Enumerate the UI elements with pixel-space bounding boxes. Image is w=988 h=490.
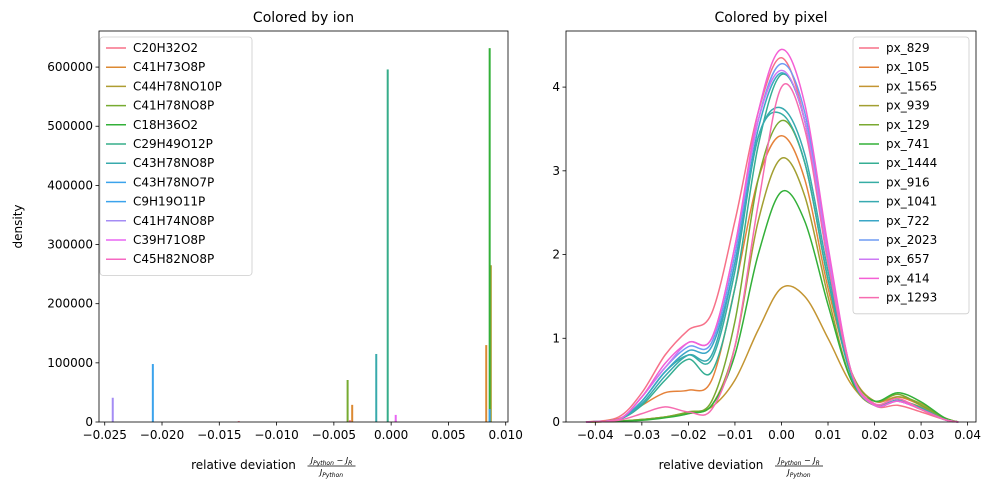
x-tick-label: 0.04 [954,428,981,442]
y-axis-label: density [11,205,25,249]
ion-histogram-panel: Colored by ion −0.025 −0.020 −0.015 −0.010 −0… [11,10,523,479]
legend-label: px_1293 [886,291,937,305]
x-axis-label: relative deviation [659,458,764,472]
legend-label: px_829 [886,41,930,55]
legend-label: px_1565 [886,79,937,93]
legend-label: C43H78NO8P [133,156,214,170]
legend-label: px_105 [886,60,930,74]
line-px_1293 [585,83,959,423]
line-px_129 [585,119,959,423]
x-tick-label: 0.01 [815,428,842,442]
x-tick-label: 0.010 [489,428,523,442]
legend-label: px_1041 [886,195,937,209]
y-tick-label: 0 [85,415,93,429]
y-tick-label: 4 [552,80,560,94]
legend-label: px_657 [886,252,930,266]
legend-label: C39H71O8P [133,233,205,247]
y-tick-label: 1 [552,331,560,345]
legend-label: C9H19O11P [133,195,205,209]
bar-C41H74NO8P-0 [111,397,114,422]
bar-C43H78NO8P-0 [375,353,378,422]
x-tick-label: −0.03 [623,428,660,442]
legend-label: px_916 [886,175,930,189]
bar-C39H71O8P-0 [394,414,397,422]
x-tick-label: 0.02 [861,428,888,442]
legend-label: C41H78NO8P [133,99,214,113]
legend: C20H32O2 C41H73O8P C44H78NO10P C41H78NO8P C1… [99,36,253,276]
axes-frame [565,30,977,423]
bar-C41H73O8P-0 [351,404,354,422]
bar-C20H32O2-1 [348,420,351,422]
legend-label: C20H32O2 [133,41,198,55]
bar-C20H32O2-0 [237,421,240,422]
x-tick-label: −0.01 [717,428,754,442]
line-px_829 [585,57,959,423]
bar-C41H78NO8P-0 [346,380,349,422]
chart-title: Colored by pixel [715,10,828,26]
y-tick-label: 400000 [47,178,93,192]
plot-area [585,48,959,423]
legend-label: px_1444 [886,156,937,170]
y-tick-label: 3 [552,164,560,178]
y-tick-label: 600000 [47,60,93,74]
legend-label: C29H49O12P [133,137,213,151]
y-tick-label: 200000 [47,297,93,311]
legend-box [852,36,970,315]
bar-C43H78NO7P-0 [151,364,154,422]
legend-label: C44H78NO10P [133,79,222,93]
legend-label: px_2023 [886,233,937,247]
axes-frame [98,30,509,423]
legend-label: px_939 [886,99,930,113]
x-tick-label: 0.00 [768,428,795,442]
bar-C18H36O2-0 [488,48,491,423]
line-px_414 [585,48,959,423]
bar-C43H78NO7P-1 [488,408,491,422]
x-axis-label: relative deviation [191,458,296,472]
pixel-kde-panel: Colored by pixel −0.04 −0.03 −0.02 −0.01 0.00… [552,10,981,479]
y-tick-label: 500000 [47,119,93,133]
legend-label: px_129 [886,118,930,132]
plot-area [111,48,492,423]
x-tick-label: −0.005 [312,428,356,442]
x-tick-label: −0.015 [197,428,241,442]
x-tick-label: 0.03 [908,428,935,442]
chart-title: Colored by ion [253,10,354,26]
legend-label: C18H36O2 [133,118,198,132]
x-axis-label-denominator: JPython [785,468,810,479]
legend-label: px_414 [886,271,930,285]
line-px_1041 [585,106,959,423]
y-tick-label: 2 [552,248,560,262]
x-tick-label: −0.020 [140,428,184,442]
legend: px_829 px_105 px_1565 px_939 px_129 px_741 px_… [852,36,970,315]
x-tick-label: 0.005 [431,428,465,442]
y-tick-label: 0 [552,415,560,429]
x-axis-label-denominator: JPython [318,468,343,479]
x-tick-label: −0.010 [254,428,298,442]
bar-C41H73O8P-1 [485,345,488,422]
legend-label: px_741 [886,137,930,151]
bar-C29H49O12P-0 [386,69,389,423]
line-px_741 [585,189,959,423]
x-tick-label: −0.025 [83,428,127,442]
x-axis-label-numerator: JPython − JR [309,456,353,467]
legend-label: px_722 [886,214,930,228]
y-tick-label: 300000 [47,238,93,252]
legend-label: C41H73O8P [133,60,205,74]
legend-label: C43H78NO7P [133,175,214,189]
y-tick-label: 100000 [47,356,93,370]
legend-label: C41H74NO8P [133,214,214,228]
legend-label: C45H82NO8P [133,252,214,266]
x-axis-label-numerator: JPython − JR [776,456,820,467]
x-tick-label: −0.04 [577,428,614,442]
x-tick-label: 0.000 [374,428,408,442]
bar-C44H78NO10P-0 [489,265,492,422]
legend-box [99,36,253,276]
x-tick-label: −0.02 [670,428,707,442]
